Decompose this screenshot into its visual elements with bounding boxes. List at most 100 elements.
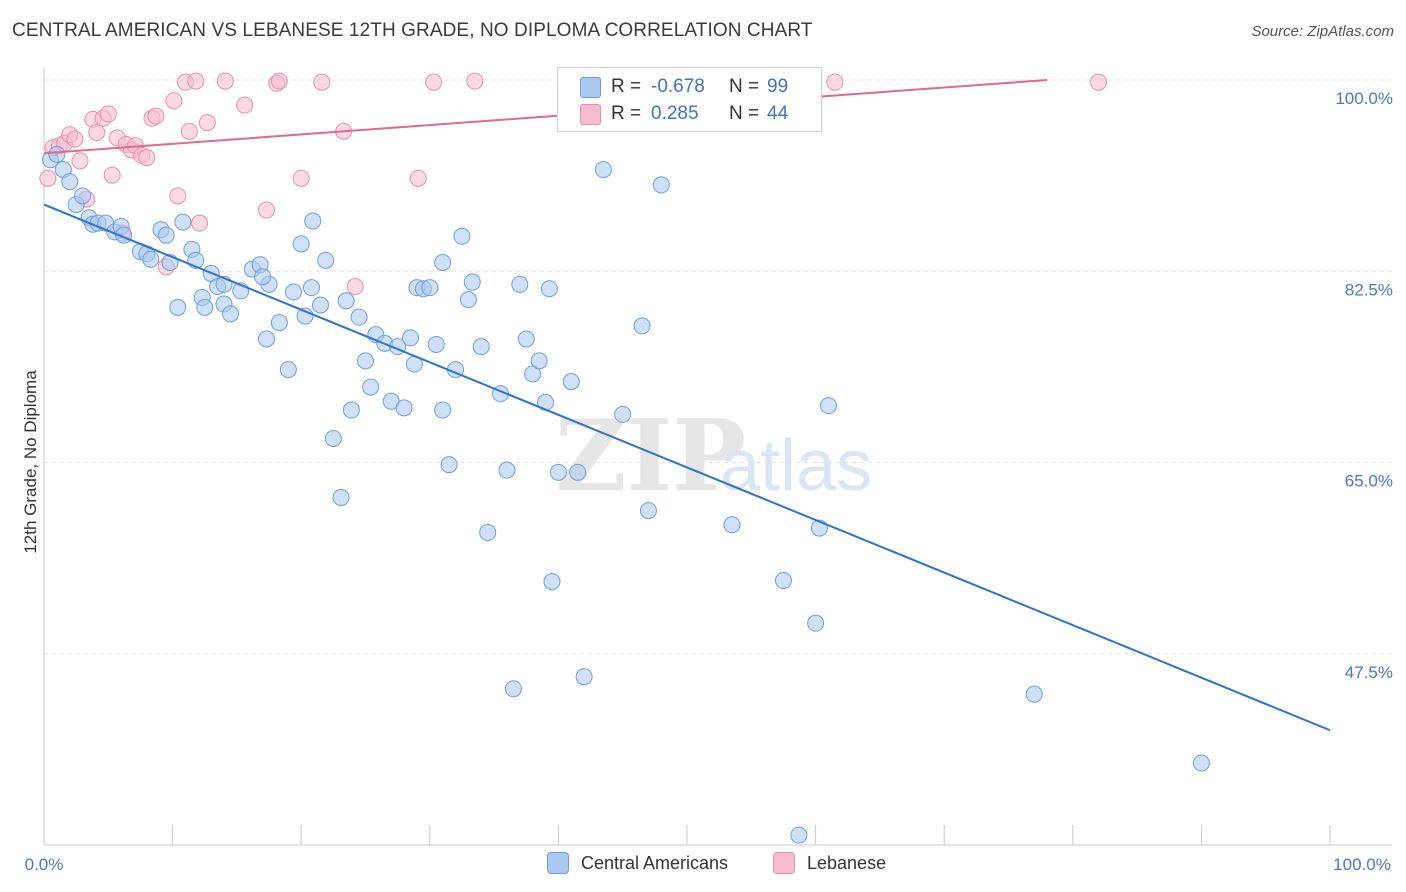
data-point — [1025, 685, 1043, 703]
data-point — [543, 573, 561, 591]
data-point — [350, 308, 368, 326]
legend-swatch-pink — [580, 103, 601, 125]
data-point — [346, 278, 364, 296]
data-point — [479, 523, 497, 541]
legend-r-label: R = — [611, 76, 642, 97]
data-point — [48, 145, 66, 163]
data-point — [138, 149, 156, 167]
legend-n-label: N = — [729, 76, 760, 97]
data-point — [459, 291, 477, 309]
data-point — [569, 463, 587, 481]
data-point — [191, 214, 209, 232]
data-point — [157, 226, 175, 244]
data-point — [540, 280, 558, 298]
data-point — [169, 298, 187, 316]
grid — [44, 79, 1392, 655]
data-point — [270, 314, 288, 332]
data-point — [409, 169, 427, 187]
legend-n-label: N = — [729, 103, 760, 124]
data-point — [1090, 73, 1108, 91]
data-point — [221, 305, 239, 323]
legend-item-central-americans[interactable]: Central Americans — [547, 852, 728, 874]
x-tick-label: 0.0% — [25, 855, 64, 874]
data-point — [257, 201, 275, 219]
trend-lines — [43, 79, 1331, 732]
data-point — [463, 273, 481, 291]
data-point — [337, 292, 355, 310]
data-point — [292, 235, 310, 253]
data-point — [61, 173, 79, 191]
data-point — [425, 73, 443, 91]
data-point — [562, 373, 580, 391]
stats-legend: R = -0.678 N = 99 R = 0.285 N = 44 — [557, 67, 822, 132]
data-point — [88, 123, 106, 141]
data-point — [1192, 754, 1210, 772]
legend-swatch-blue — [547, 852, 569, 874]
trend-line-central-americans — [43, 203, 1331, 732]
data-point — [302, 279, 320, 297]
data-point — [71, 152, 89, 170]
data-point — [317, 251, 335, 269]
data-point — [270, 72, 288, 90]
data-point — [466, 72, 484, 90]
data-point — [198, 114, 216, 132]
data-point — [362, 378, 380, 396]
svg-text:ZIP: ZIP — [555, 399, 746, 514]
legend-label-central-americans: Central Americans — [581, 852, 729, 873]
legend-r-label: R = — [611, 103, 642, 124]
series-legend: Central Americans Lebanese — [0, 852, 1406, 876]
data-point — [790, 826, 808, 844]
source-credit: Source: ZipAtlas.com — [1251, 23, 1394, 40]
y-tick-label: 82.5% — [1345, 280, 1393, 299]
data-point — [652, 176, 670, 194]
legend-row-lebanese: R = 0.285 N = 44 — [580, 102, 788, 126]
legend-n-value: 44 — [767, 103, 789, 124]
data-point — [39, 169, 57, 187]
data-point — [723, 516, 741, 534]
legend-n-value: 99 — [767, 76, 789, 97]
data-point — [180, 122, 198, 140]
data-point — [357, 352, 374, 370]
data-point — [66, 130, 84, 148]
legend-r-value: 0.285 — [651, 103, 699, 124]
data-point — [216, 72, 234, 90]
data-point — [196, 298, 214, 316]
data-point — [165, 92, 183, 110]
data-point — [639, 502, 657, 520]
data-point — [279, 361, 297, 379]
legend-item-lebanese[interactable]: Lebanese — [773, 852, 886, 874]
y-tick-label: 47.5% — [1345, 663, 1393, 682]
legend-swatch-pink — [773, 852, 795, 874]
data-point — [142, 250, 160, 268]
data-point — [103, 166, 121, 184]
data-point — [504, 680, 522, 698]
chart-title: CENTRAL AMERICAN VS LEBANESE 12TH GRADE,… — [12, 20, 813, 41]
data-point — [187, 72, 205, 90]
y-tick-label: 100.0% — [1335, 89, 1393, 108]
axes — [43, 68, 1392, 846]
data-point — [472, 338, 490, 356]
data-point — [74, 187, 92, 205]
data-point — [434, 254, 452, 272]
data-point — [440, 456, 458, 474]
data-point — [594, 161, 612, 179]
data-point — [498, 461, 516, 479]
x-tick-label: 100.0% — [1333, 855, 1391, 874]
data-point — [147, 107, 165, 125]
data-point — [292, 169, 310, 187]
data-point — [342, 401, 360, 419]
y-axis-label: 12th Grade, No Diploma — [21, 370, 40, 554]
legend-label-lebanese: Lebanese — [807, 852, 887, 873]
data-point — [427, 335, 445, 353]
data-point — [530, 352, 548, 370]
data-point — [819, 397, 837, 415]
data-point — [614, 405, 632, 423]
data-point — [633, 317, 651, 335]
data-point — [826, 73, 844, 91]
data-point — [284, 283, 302, 301]
watermark: ZIP atlas — [555, 399, 872, 514]
data-point — [313, 73, 331, 91]
data-point — [421, 279, 439, 297]
data-point — [311, 296, 329, 314]
